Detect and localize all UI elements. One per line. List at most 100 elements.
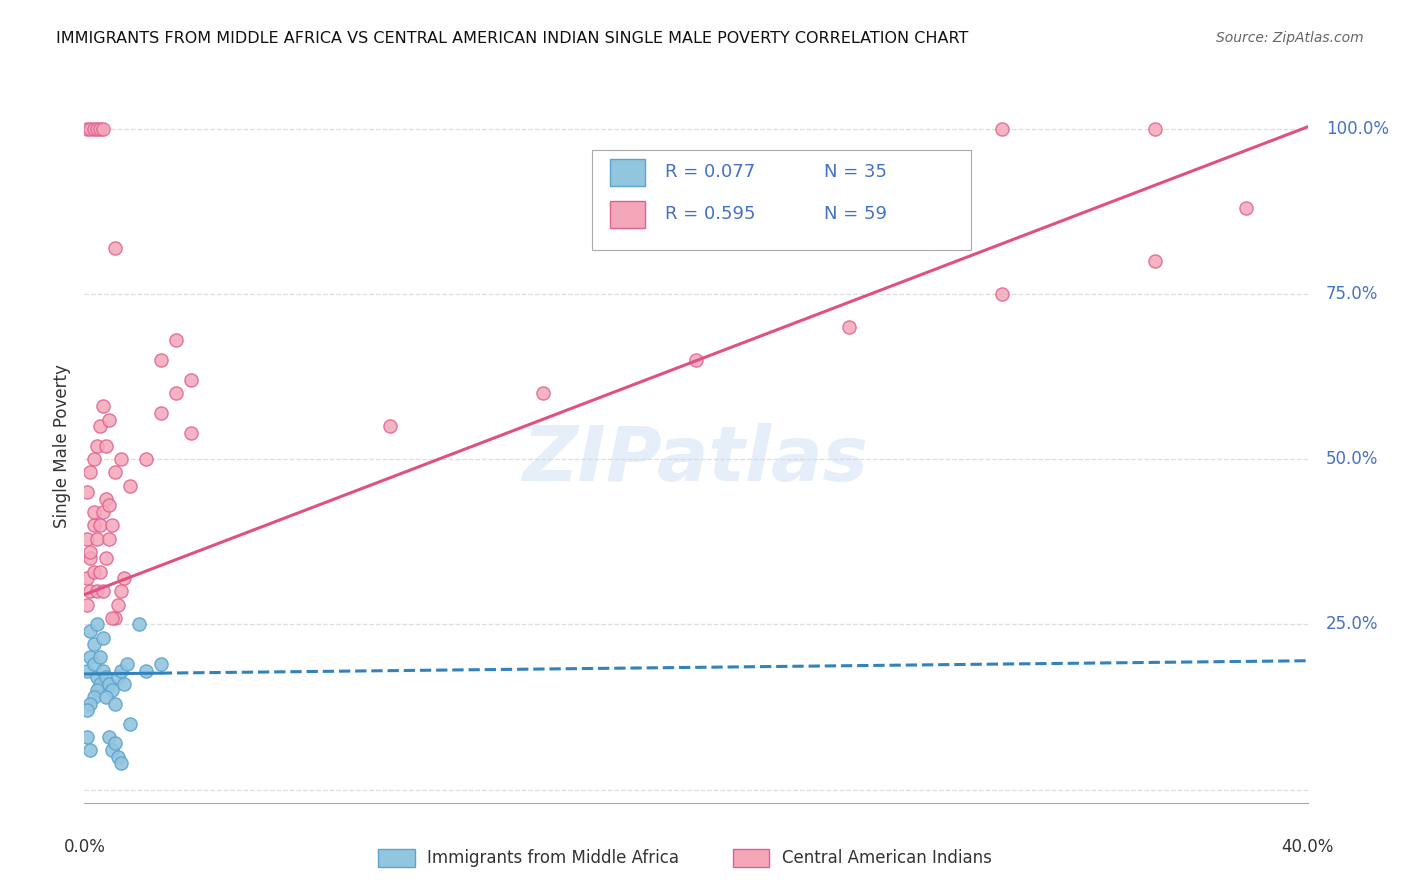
Point — [91, 121, 114, 136]
Point — [76, 571, 98, 585]
Point — [76, 121, 98, 136]
Text: ZIPatlas: ZIPatlas — [523, 424, 869, 497]
Point — [110, 756, 132, 771]
Point — [76, 485, 98, 500]
Point — [76, 703, 98, 717]
Point — [101, 683, 124, 698]
Point — [165, 386, 187, 401]
Point — [110, 664, 132, 678]
Text: 25.0%: 25.0% — [1326, 615, 1378, 633]
Text: R = 0.077: R = 0.077 — [665, 163, 755, 181]
Point — [149, 406, 172, 420]
Point — [86, 584, 108, 599]
Point — [76, 730, 98, 744]
Point — [89, 121, 111, 136]
Point — [104, 611, 127, 625]
Point — [86, 121, 108, 136]
Point — [991, 121, 1014, 136]
Point — [76, 664, 98, 678]
Point — [83, 505, 105, 519]
Point — [101, 743, 124, 757]
Text: IMMIGRANTS FROM MIDDLE AFRICA VS CENTRAL AMERICAN INDIAN SINGLE MALE POVERTY COR: IMMIGRANTS FROM MIDDLE AFRICA VS CENTRAL… — [56, 31, 969, 46]
Point — [94, 551, 117, 566]
Point — [104, 466, 127, 480]
FancyBboxPatch shape — [592, 150, 972, 250]
Point — [112, 677, 135, 691]
Point — [94, 690, 117, 704]
Point — [120, 478, 142, 492]
FancyBboxPatch shape — [610, 159, 644, 186]
Point — [104, 697, 127, 711]
Point — [83, 637, 105, 651]
Text: 100.0%: 100.0% — [1326, 120, 1389, 138]
Point — [149, 657, 172, 671]
Text: 75.0%: 75.0% — [1326, 285, 1378, 303]
Point — [107, 670, 129, 684]
FancyBboxPatch shape — [378, 849, 415, 867]
Text: Central American Indians: Central American Indians — [782, 849, 991, 867]
Point — [79, 650, 101, 665]
FancyBboxPatch shape — [610, 201, 644, 227]
Point — [180, 373, 202, 387]
Point — [83, 565, 105, 579]
Point — [83, 121, 105, 136]
Text: 0.0%: 0.0% — [63, 838, 105, 856]
Point — [83, 518, 105, 533]
Point — [104, 241, 127, 255]
Point — [83, 452, 105, 467]
Point — [79, 121, 101, 136]
Point — [83, 690, 105, 704]
Point — [91, 400, 114, 414]
Point — [1143, 254, 1166, 268]
Point — [135, 664, 157, 678]
Point — [91, 664, 114, 678]
Point — [79, 624, 101, 638]
Point — [94, 491, 117, 506]
Point — [86, 532, 108, 546]
Point — [97, 532, 120, 546]
Point — [120, 716, 142, 731]
Point — [104, 736, 127, 750]
Point — [89, 419, 111, 434]
Point — [838, 320, 860, 334]
Text: 40.0%: 40.0% — [1281, 838, 1334, 856]
Point — [101, 611, 124, 625]
Point — [101, 518, 124, 533]
Text: N = 59: N = 59 — [824, 205, 887, 223]
Point — [380, 419, 402, 434]
Point — [991, 287, 1014, 301]
Point — [89, 677, 111, 691]
Point — [531, 386, 554, 401]
Point — [115, 657, 138, 671]
Point — [86, 683, 108, 698]
Point — [110, 452, 132, 467]
Point — [94, 439, 117, 453]
Point — [91, 505, 114, 519]
Point — [79, 466, 101, 480]
FancyBboxPatch shape — [733, 849, 769, 867]
Point — [110, 584, 132, 599]
Point — [91, 584, 114, 599]
Point — [97, 499, 120, 513]
Point — [79, 545, 101, 559]
Point — [79, 551, 101, 566]
Point — [165, 333, 187, 347]
Point — [79, 584, 101, 599]
Point — [91, 631, 114, 645]
Point — [86, 617, 108, 632]
Y-axis label: Single Male Poverty: Single Male Poverty — [53, 364, 72, 528]
Point — [86, 439, 108, 453]
Point — [94, 670, 117, 684]
Point — [79, 697, 101, 711]
Text: R = 0.595: R = 0.595 — [665, 205, 756, 223]
Point — [89, 518, 111, 533]
Point — [135, 452, 157, 467]
Text: 50.0%: 50.0% — [1326, 450, 1378, 468]
Point — [79, 743, 101, 757]
Point — [97, 730, 120, 744]
Point — [1143, 121, 1166, 136]
Point — [107, 598, 129, 612]
Point — [112, 571, 135, 585]
Point — [97, 412, 120, 426]
Text: Immigrants from Middle Africa: Immigrants from Middle Africa — [427, 849, 679, 867]
